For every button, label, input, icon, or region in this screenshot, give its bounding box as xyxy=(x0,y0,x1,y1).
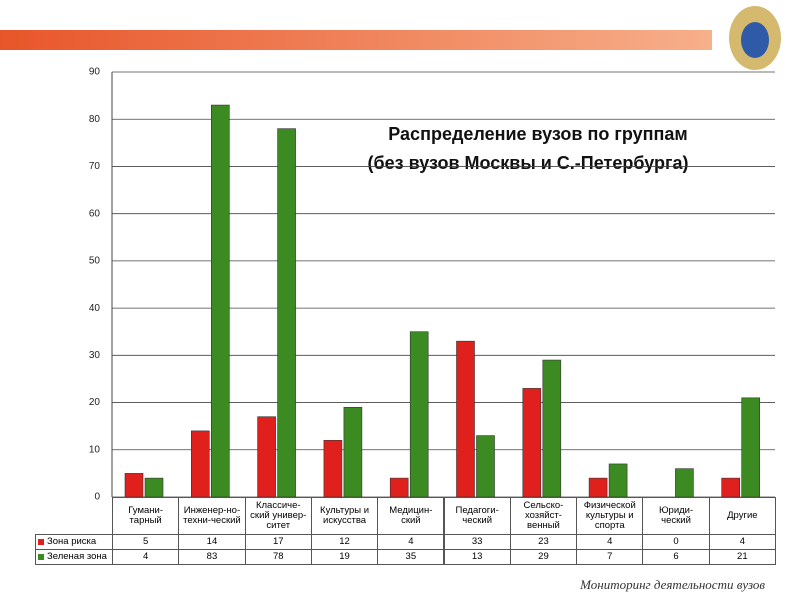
bar xyxy=(608,463,628,498)
x-tick-label: Гумани-тарный xyxy=(112,497,180,535)
y-tick-label: 0 xyxy=(94,492,100,503)
bar xyxy=(476,435,495,498)
table-value: 78 xyxy=(244,549,312,565)
bar xyxy=(211,104,230,498)
table-value: 14 xyxy=(178,534,246,550)
chart-title: Распределение вузов по группам xyxy=(388,124,687,144)
chart-subtitle: (без вузов Москвы и С.-Петербурга) xyxy=(368,153,689,173)
table-value: 12 xyxy=(310,534,379,550)
y-tick-label: 20 xyxy=(89,397,101,408)
table-value: 35 xyxy=(377,549,445,565)
table-value: 4 xyxy=(576,534,644,550)
header-band xyxy=(0,30,712,50)
bar xyxy=(409,331,429,498)
y-tick-label: 90 xyxy=(89,67,101,78)
table-value: 19 xyxy=(310,549,379,565)
emblem xyxy=(729,6,781,70)
x-tick-label: Сельско-хозяйст-венный xyxy=(509,497,578,535)
bar xyxy=(343,406,363,498)
x-tick-label: Другие xyxy=(708,497,776,535)
legend-text: Зона риска xyxy=(47,536,97,548)
x-tick-label: Юриди-ческий xyxy=(642,497,710,535)
bar xyxy=(124,473,144,498)
bar xyxy=(721,477,741,498)
x-tick-label: Культуры и искусства xyxy=(310,497,379,535)
legend-label: Зеленая зона xyxy=(35,549,113,565)
table-value: 5 xyxy=(112,534,180,550)
y-tick-label: 60 xyxy=(89,208,101,219)
bar xyxy=(257,416,276,498)
bar xyxy=(191,430,210,498)
legend-swatch xyxy=(38,554,44,560)
bar xyxy=(323,440,343,498)
y-tick-label: 10 xyxy=(89,444,101,455)
bar xyxy=(277,128,296,498)
legend-text: Зеленая зона xyxy=(47,551,107,563)
bar xyxy=(522,388,542,498)
table-value: 7 xyxy=(576,549,644,565)
bar xyxy=(741,397,761,498)
bar xyxy=(588,477,608,498)
table-value: 6 xyxy=(642,549,710,565)
table-value: 33 xyxy=(443,534,511,550)
table-value: 13 xyxy=(443,549,511,565)
table-value: 29 xyxy=(509,549,578,565)
table-value: 23 xyxy=(509,534,578,550)
y-tick-label: 30 xyxy=(89,350,101,361)
bar xyxy=(675,468,694,498)
y-tick-label: 80 xyxy=(89,114,101,125)
x-tick-label: Классиче-ский универ-ситет xyxy=(244,497,312,535)
table-value: 4 xyxy=(708,534,776,550)
bar xyxy=(389,477,409,498)
table-value: 0 xyxy=(642,534,710,550)
bar xyxy=(542,359,562,498)
table-value: 4 xyxy=(112,549,180,565)
legend-swatch xyxy=(38,539,44,545)
table-value: 83 xyxy=(178,549,246,565)
x-tick-label: Медицин-ский xyxy=(377,497,445,535)
bar xyxy=(456,340,475,498)
legend-label: Зона риска xyxy=(35,534,113,550)
x-tick-label: Физической культуры и спорта xyxy=(576,497,644,535)
table-value: 21 xyxy=(708,549,776,565)
table-value: 17 xyxy=(244,534,312,550)
x-tick-label: Инженер-но-техни-ческий xyxy=(178,497,246,535)
table-value: 4 xyxy=(377,534,445,550)
y-tick-label: 50 xyxy=(89,256,101,267)
footer: Мониторинг деятельности вузов xyxy=(579,577,765,592)
y-tick-label: 70 xyxy=(89,161,101,172)
y-tick-label: 40 xyxy=(89,303,101,314)
x-tick-label: Педагоги-ческий xyxy=(443,497,511,535)
bar xyxy=(144,477,164,498)
